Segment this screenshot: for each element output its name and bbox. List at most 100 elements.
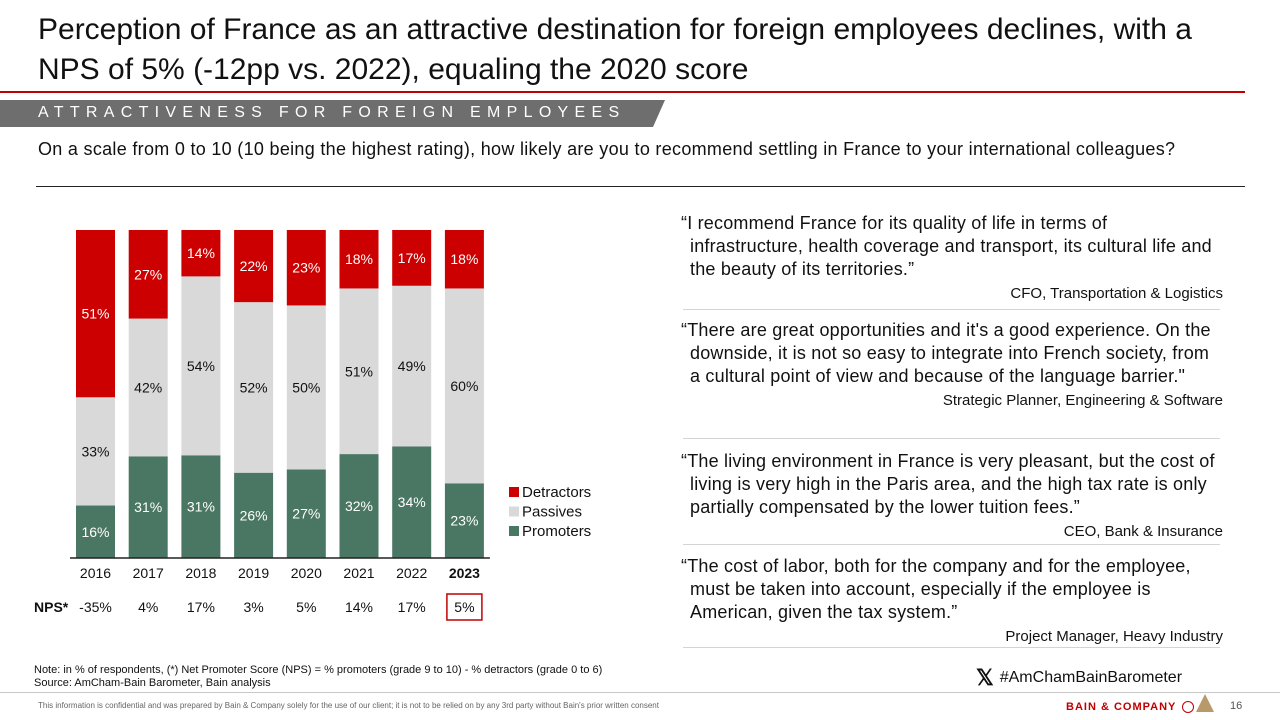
data-label-passives-2019: 52% [240,379,268,395]
data-label-promoters-2022: 34% [398,494,426,510]
footer-divider [0,692,1280,693]
section-banner-label: ATTRACTIVENESS FOR FOREIGN EMPLOYEES [38,104,626,121]
footnote-note: Note: in % of respondents, (*) Net Promo… [34,664,603,676]
nps-value-2016: -35% [79,599,112,615]
title-divider [0,91,1245,93]
quote-1: “I recommend France for its quality of l… [681,212,1223,302]
x-tick-label-2022: 2022 [396,565,427,581]
bar-promoters-2019 [234,472,274,558]
data-label-passives-2017: 42% [134,379,162,395]
data-label-detractors-2023: 18% [450,251,478,267]
quote-divider [683,309,1220,310]
page-number: 16 [1230,700,1243,712]
bar-detractors-2018 [181,230,221,277]
data-label-detractors-2016: 51% [81,306,109,322]
bar-detractors-2020 [286,230,326,306]
quote-divider [683,544,1220,545]
data-label-passives-2023: 60% [450,378,478,394]
data-label-passives-2022: 49% [398,358,426,374]
bar-detractors-2022 [392,230,432,286]
quote-2-text: “There are great opportunities and it's … [681,320,1211,386]
bar-passives-2019 [234,302,274,473]
bar-promoters-2020 [286,469,326,558]
x-tick-label-2021: 2021 [343,565,374,581]
bar-passives-2018 [181,276,221,456]
quote-3: “The living environment in France is ver… [681,450,1223,540]
bar-detractors-2021 [339,230,379,289]
data-label-detractors-2019: 22% [240,258,268,274]
bain-mark-icon [1182,701,1195,713]
legend-label-passives: Passives [522,504,582,521]
data-label-passives-2016: 33% [81,443,109,459]
hashtag-label: #AmChamBainBarometer [999,669,1183,686]
brand-logo: BAIN & COMPANY [1066,701,1195,713]
data-label-promoters-2021: 32% [345,498,373,514]
data-label-promoters-2023: 23% [450,513,478,529]
brand-name: BAIN & COMPANY [1066,701,1177,713]
quote-2-author: Strategic Planner, Engineering & Softwar… [942,392,1223,409]
legend-swatch-promoters [509,526,519,536]
bar-detractors-2017 [128,230,168,319]
bar-promoters-2023 [444,483,484,558]
bar-promoters-2016 [76,505,115,558]
data-label-promoters-2020: 27% [292,506,320,522]
nps-value-2023: 5% [454,599,474,615]
bar-promoters-2021 [339,454,379,558]
confidentiality-notice: This information is confidential and was… [38,701,659,710]
bar-passives-2023 [444,288,484,484]
data-label-promoters-2018: 31% [187,499,215,515]
nps-row-label: NPS* [34,599,69,615]
nps-value-2017: 4% [138,599,158,615]
hashtag: 𝕏 #AmChamBainBarometer [976,665,1183,690]
x-logo-icon: 𝕏 [976,665,994,690]
nps-highlight-box [446,593,483,621]
amcham-logo-icon [1196,694,1214,712]
quote-4-text: “The cost of labor, both for the company… [681,556,1191,622]
bar-detractors-2023 [444,230,484,289]
nps-value-2018: 17% [187,599,215,615]
quote-3-text: “The living environment in France is ver… [681,451,1215,517]
bar-detractors-2016 [76,230,115,398]
bar-passives-2016 [76,397,115,506]
data-label-passives-2020: 50% [292,379,320,395]
data-label-detractors-2021: 18% [345,251,373,267]
bar-promoters-2018 [181,455,221,558]
data-label-detractors-2018: 14% [187,245,215,261]
quote-1-text: “I recommend France for its quality of l… [681,213,1212,279]
bar-passives-2021 [339,288,379,455]
bar-passives-2020 [286,305,326,470]
quote-4-author: Project Manager, Heavy Industry [1005,628,1223,645]
quote-1-author: CFO, Transportation & Logistics [1010,285,1223,302]
data-label-passives-2018: 54% [187,358,215,374]
x-tick-label-2018: 2018 [185,565,216,581]
nps-value-2020: 5% [296,599,316,615]
bar-promoters-2022 [392,446,432,558]
nps-stacked-bar-chart: 16% 33% 51% 2016 -35% 31% 42% 27% 2017 4% 31% 54% 14… [34,230,591,621]
quote-divider [683,438,1220,439]
x-tick-label-2023: 2023 [449,565,480,581]
nps-value-2021: 14% [345,599,373,615]
legend-label-detractors: Detractors [522,484,591,501]
page-title: Perception of France as an attractive de… [38,13,1192,86]
legend-swatch-passives [509,506,519,517]
legend-swatch-detractors [509,487,519,497]
footnote: Note: in % of respondents, (*) Net Promo… [34,664,602,690]
footnote-source: Source: AmCham-Bain Barometer, Bain anal… [34,677,271,689]
data-label-promoters-2017: 31% [134,499,162,515]
nps-value-2022: 17% [398,599,426,615]
x-tick-label-2020: 2020 [291,565,322,581]
data-label-detractors-2017: 27% [134,266,162,282]
bar-passives-2017 [128,318,168,457]
section-banner: ATTRACTIVENESS FOR FOREIGN EMPLOYEES [0,100,665,127]
data-label-passives-2021: 51% [345,363,373,379]
quote-2: “There are great opportunities and it's … [681,319,1223,409]
quote-4: “The cost of labor, both for the company… [681,555,1223,645]
data-label-detractors-2020: 23% [292,260,320,276]
x-tick-label-2016: 2016 [80,565,111,581]
data-label-detractors-2022: 17% [398,250,426,266]
nps-value-2019: 3% [243,599,263,615]
quote-3-author: CEO, Bank & Insurance [1063,523,1223,540]
x-tick-label-2017: 2017 [133,565,164,581]
quote-divider [683,647,1220,648]
survey-question: On a scale from 0 to 10 (10 being the hi… [38,139,1176,159]
